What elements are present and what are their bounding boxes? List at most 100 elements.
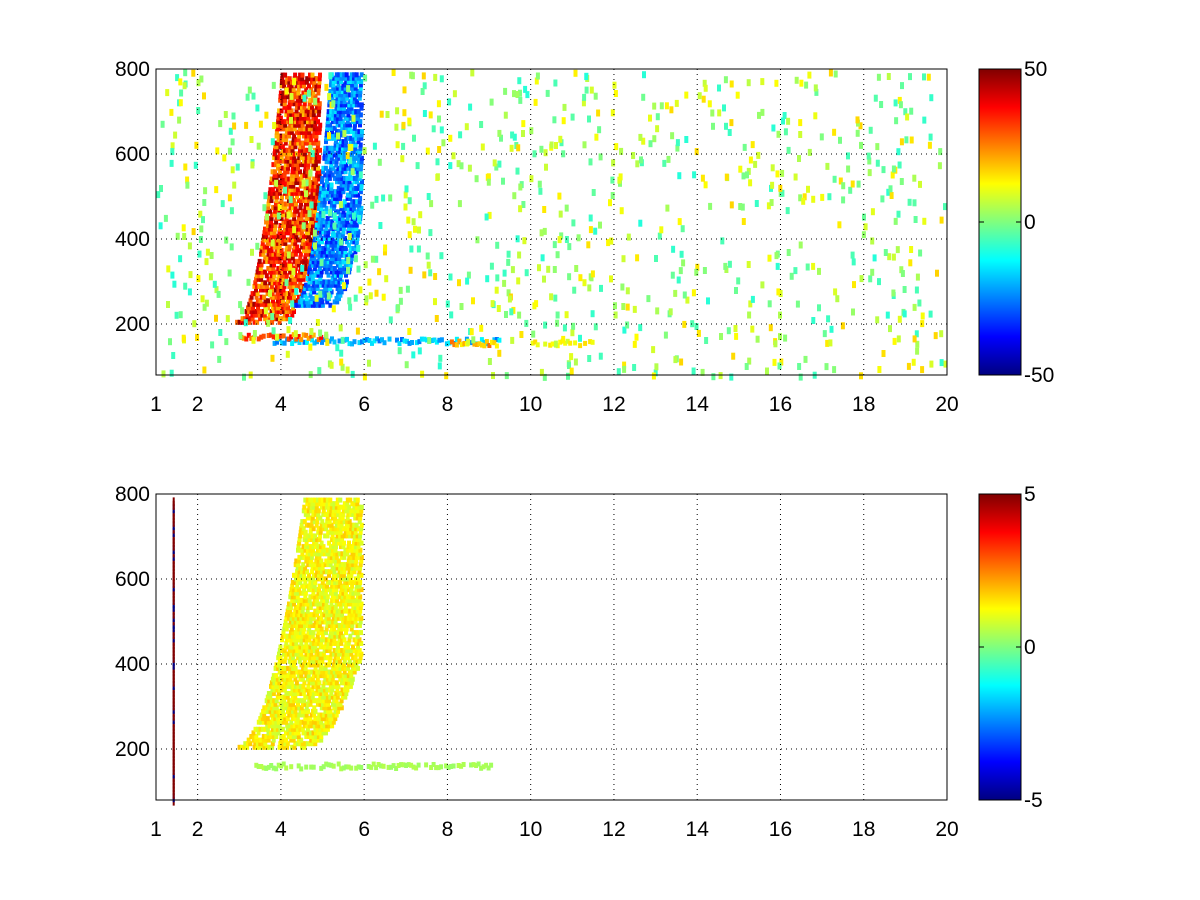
heatmap-cell (269, 309, 274, 314)
heatmap-cell (330, 219, 335, 225)
heatmap-cell (344, 640, 349, 646)
heatmap-cell (278, 291, 283, 297)
heatmap-cell (339, 587, 344, 593)
heatmap-cell (269, 691, 274, 696)
heatmap-cell (354, 185, 359, 191)
heatmap-cell (271, 287, 276, 293)
heatmap-cell (297, 258, 302, 264)
heatmap-cell (314, 108, 319, 114)
heatmap-cell (295, 258, 300, 264)
heatmap-cell (172, 497, 175, 507)
heatmap-cell (355, 119, 360, 125)
heatmap-cell (357, 648, 362, 653)
heatmap-cell (283, 655, 288, 661)
heatmap-cell (279, 301, 284, 307)
heatmap-cell (315, 299, 320, 305)
heatmap-cell (335, 95, 340, 101)
heatmap-cell (331, 640, 336, 646)
heatmap-cell (340, 623, 345, 628)
heatmap-cell (315, 144, 320, 150)
heatmap-cell (350, 219, 355, 225)
heatmap-cell (353, 515, 358, 521)
heatmap-cell (177, 116, 182, 124)
heatmap-cell (325, 252, 330, 258)
heatmap-cell (272, 230, 277, 236)
heatmap-cell (909, 246, 914, 253)
heatmap-cell (887, 253, 892, 261)
heatmap-cell (266, 305, 270, 311)
heatmap-cell (309, 269, 314, 275)
heatmap-cell (309, 508, 314, 514)
heatmap-cell (307, 698, 312, 704)
heatmap-cell (287, 190, 292, 196)
heatmap-cell (183, 163, 188, 171)
heatmap-cell (341, 511, 346, 517)
heatmap-cell (321, 246, 326, 251)
heatmap-cell (387, 336, 392, 342)
heatmap-cell (324, 289, 329, 295)
heatmap-cell (776, 288, 781, 296)
heatmap-cell (300, 565, 305, 571)
heatmap-cell (257, 258, 262, 264)
heatmap-cell (256, 305, 260, 311)
heatmap-cell (313, 147, 317, 153)
heatmap-cell (293, 716, 298, 722)
heatmap-cell (312, 239, 317, 245)
heatmap-cell (304, 137, 309, 143)
heatmap-cell (335, 633, 340, 639)
heatmap-cell (301, 590, 306, 596)
heatmap-cell (298, 580, 303, 585)
heatmap-cell (295, 687, 300, 693)
heatmap-cell (301, 179, 306, 187)
heatmap-cell (283, 251, 288, 257)
heatmap-cell (302, 669, 307, 675)
heatmap-cell (283, 237, 288, 243)
heatmap-cell (240, 744, 245, 750)
heatmap-cell (281, 737, 286, 743)
heatmap-cell (288, 608, 293, 614)
heatmap-cell (294, 651, 299, 657)
heatmap-cell (305, 716, 310, 722)
heatmap-cell (357, 554, 362, 560)
heatmap-cell (288, 205, 293, 211)
heatmap-cell (314, 269, 319, 275)
heatmap-cell (320, 669, 325, 675)
heatmap-cell (302, 172, 307, 178)
heatmap-cell (249, 294, 254, 300)
heatmap-cell (340, 597, 345, 603)
heatmap-cell (328, 497, 333, 503)
heatmap-cell (572, 286, 577, 294)
heatmap-cell (269, 683, 273, 689)
heatmap-cell (297, 569, 302, 575)
heatmap-cell (296, 619, 301, 625)
heatmap-cell (338, 201, 343, 209)
heatmap-cell (338, 533, 343, 539)
heatmap-cell (335, 199, 340, 205)
heatmap-cell (266, 237, 271, 243)
heatmap-cell (907, 198, 912, 206)
heatmap-cell (316, 337, 321, 343)
heatmap-cell (327, 266, 332, 271)
heatmap-cell (402, 109, 407, 117)
heatmap-cell (333, 716, 338, 722)
heatmap-cell (290, 255, 295, 261)
heatmap-cell (166, 301, 170, 308)
heatmap-cell (332, 212, 337, 220)
heatmap-cell (327, 687, 332, 693)
heatmap-cell (355, 612, 359, 618)
heatmap-cell (331, 85, 336, 91)
heatmap-cell (670, 271, 675, 279)
heatmap-cell (317, 222, 322, 228)
heatmap-cell (336, 511, 341, 517)
heatmap-cell (330, 89, 335, 94)
heatmap-cell (304, 190, 308, 198)
heatmap-cell (288, 144, 293, 150)
heatmap-cell (358, 533, 363, 539)
heatmap-cell (342, 95, 347, 101)
heatmap-cell (350, 594, 355, 600)
heatmap-cell (344, 279, 349, 285)
heatmap-cell (813, 112, 818, 120)
heatmap-cell (521, 130, 525, 137)
heatmap-cell (282, 680, 287, 686)
heatmap-cell (296, 223, 300, 228)
